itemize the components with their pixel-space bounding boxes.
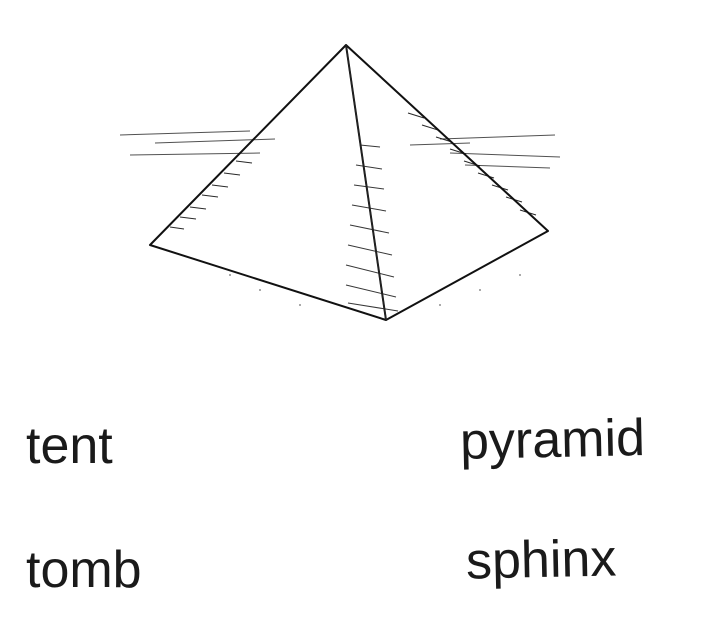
word-option[interactable]: tomb	[26, 541, 142, 599]
word-option[interactable]: sphinx	[465, 529, 617, 591]
word-option[interactable]: tent	[26, 417, 113, 475]
word-option[interactable]: pyramid	[459, 409, 646, 471]
pyramid-drawing	[119, 44, 561, 321]
pyramid-illustration	[110, 35, 580, 335]
